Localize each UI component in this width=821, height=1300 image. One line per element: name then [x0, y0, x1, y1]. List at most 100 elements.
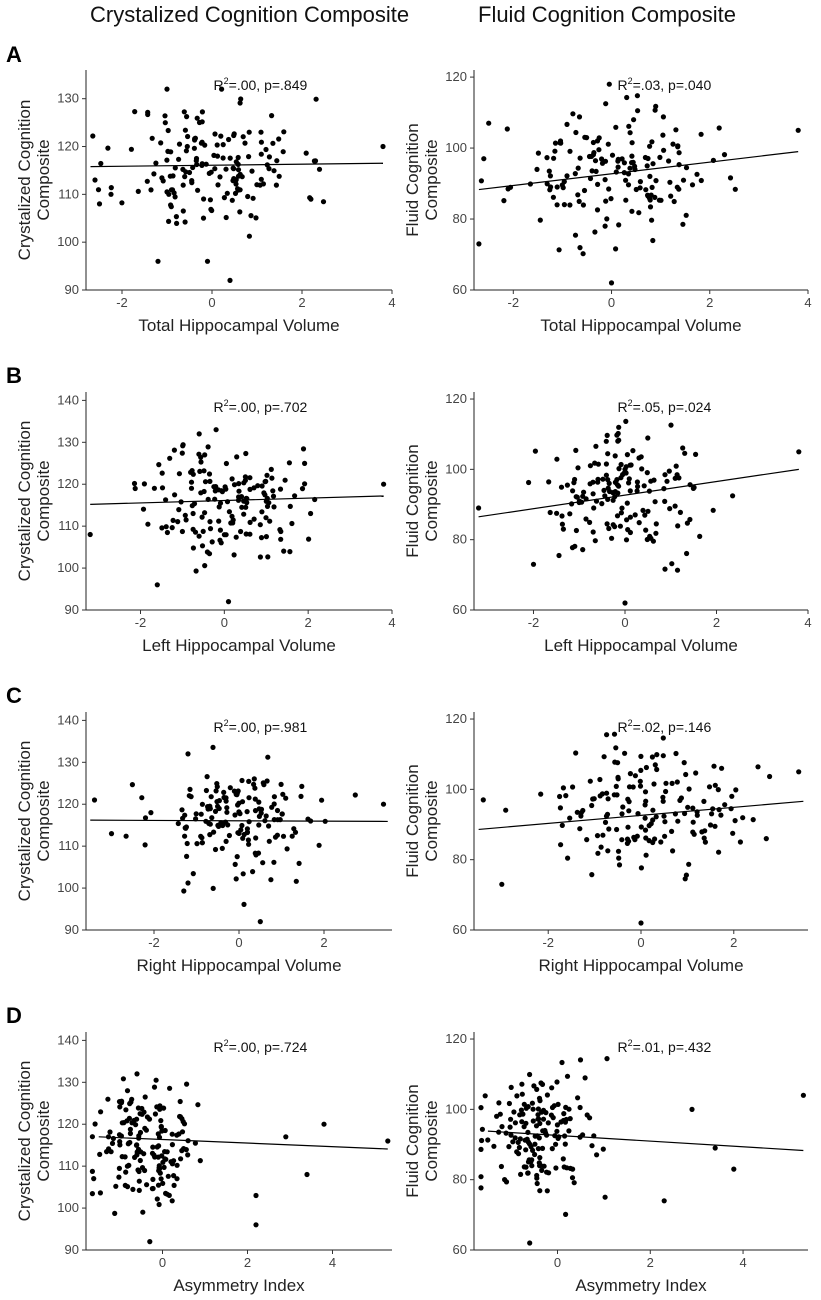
data-point: [480, 797, 486, 803]
data-point: [212, 131, 218, 137]
y-tick-label: 110: [58, 186, 79, 201]
x-tick-label: 0: [235, 935, 242, 950]
data-point: [637, 179, 644, 185]
y-tick-label: 100: [57, 234, 79, 249]
data-point: [564, 121, 570, 127]
data-point: [177, 1098, 183, 1105]
data-point: [172, 194, 178, 200]
data-point: [217, 174, 223, 180]
data-point: [652, 499, 658, 505]
data-point: [160, 1180, 166, 1186]
data-point: [592, 158, 599, 164]
data-point: [567, 202, 573, 208]
data-point: [680, 221, 686, 227]
data-point: [211, 152, 217, 158]
data-point: [684, 550, 690, 557]
data-point: [198, 490, 204, 496]
data-point: [238, 528, 244, 535]
data-point: [572, 476, 578, 483]
data-point: [246, 129, 252, 135]
data-point: [577, 826, 583, 832]
data-point: [680, 177, 687, 183]
data-point: [580, 202, 587, 208]
data-point: [287, 503, 293, 509]
data-point: [182, 512, 188, 518]
data-point: [155, 258, 161, 264]
regression-line: [478, 800, 804, 831]
data-point: [296, 860, 302, 867]
data-point: [486, 120, 492, 126]
data-point: [227, 785, 233, 791]
data-point: [161, 1105, 167, 1111]
data-point: [614, 792, 620, 798]
data-point: [539, 1145, 546, 1151]
data-point: [221, 195, 227, 201]
x-tick-label: 0: [637, 935, 644, 950]
data-point: [662, 833, 668, 839]
data-point: [207, 821, 213, 827]
data-point: [159, 485, 166, 491]
data-point: [649, 139, 655, 145]
data-point: [223, 838, 229, 845]
data-point: [319, 797, 325, 803]
data-point: [264, 472, 270, 478]
data-point: [171, 447, 177, 453]
data-point: [244, 826, 250, 832]
data-point: [478, 1174, 484, 1180]
data-point: [271, 859, 277, 865]
x-axis-title: Asymmetry Index: [575, 1276, 707, 1295]
data-point: [264, 778, 270, 784]
data-point: [258, 535, 265, 541]
data-point: [266, 500, 272, 506]
data-point: [271, 794, 277, 800]
data-point: [150, 1176, 156, 1182]
data-point: [221, 789, 227, 796]
data-point: [164, 86, 170, 92]
data-point: [702, 828, 708, 834]
data-point: [710, 507, 716, 513]
data-point: [559, 1059, 565, 1066]
data-point: [199, 840, 205, 846]
data-point: [180, 166, 186, 172]
data-point: [523, 1120, 529, 1126]
data-point: [188, 485, 195, 491]
data-point: [134, 1071, 140, 1077]
data-point: [171, 1182, 177, 1188]
y-axis-title: Fluid CognitionComposite: [403, 444, 441, 557]
data-point: [154, 582, 160, 588]
data-point: [796, 769, 802, 775]
row-label-b: B: [6, 363, 22, 388]
data-point: [552, 148, 558, 154]
data-point: [507, 1124, 513, 1130]
stat-values: =.00, p=.702: [229, 399, 308, 415]
data-point: [142, 1167, 148, 1174]
data-point: [190, 526, 196, 532]
data-point: [582, 1075, 588, 1081]
data-point: [653, 530, 659, 536]
data-point: [239, 799, 246, 805]
data-point: [149, 1186, 155, 1192]
data-point: [108, 185, 114, 191]
y-tick-label: 60: [453, 602, 467, 617]
y-tick-label: 80: [453, 532, 467, 547]
data-point: [667, 179, 673, 185]
data-point: [499, 881, 505, 887]
data-point: [522, 1137, 528, 1143]
data-point: [212, 846, 219, 853]
data-point: [227, 277, 233, 283]
data-point: [560, 526, 567, 532]
data-point: [479, 1137, 485, 1144]
data-point: [716, 125, 722, 131]
data-point: [203, 161, 209, 167]
data-point: [632, 773, 639, 779]
y-tick-label: 130: [57, 91, 79, 106]
data-point: [591, 505, 597, 511]
data-point: [643, 852, 649, 858]
data-point: [219, 86, 225, 92]
data-point: [599, 501, 605, 507]
data-point: [663, 788, 669, 795]
data-point: [658, 197, 664, 203]
data-point: [267, 518, 273, 524]
data-point: [616, 424, 622, 430]
data-point: [249, 168, 255, 174]
